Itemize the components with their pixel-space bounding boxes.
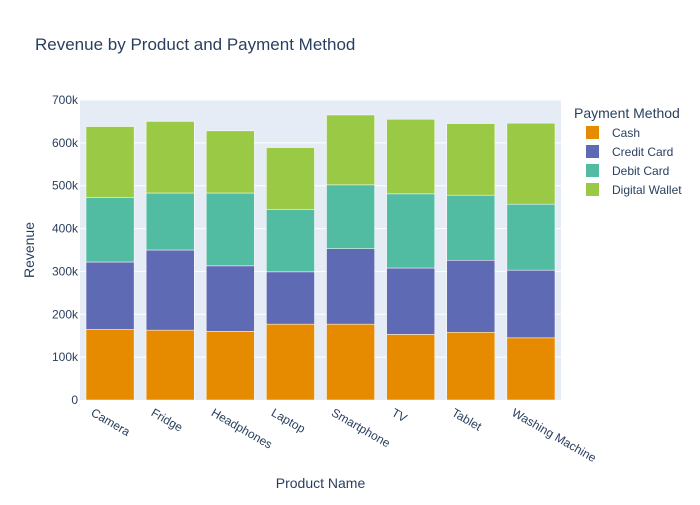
chart-title: Revenue by Product and Payment Method (35, 35, 355, 54)
legend-label: Cash (612, 126, 640, 140)
legend-label: Credit Card (612, 145, 673, 159)
bar-segment (85, 261, 135, 330)
legend-swatch (586, 126, 599, 139)
legend-title: Payment Method (574, 105, 680, 121)
bar-segment (206, 265, 255, 332)
legend-label: Debit Card (612, 164, 669, 178)
x-tick-label: Fridge (149, 405, 186, 434)
bar-segment (266, 209, 315, 273)
legend-label: Digital Wallet (612, 183, 682, 197)
legend: Payment Method Cash Credit Card Debit Card… (574, 105, 682, 197)
x-tick-label: Camera (89, 405, 133, 439)
bar-segment (506, 203, 556, 271)
bar-segment (85, 197, 135, 263)
x-tick-label: Washing Machine (509, 405, 598, 465)
bar-segment (506, 122, 556, 205)
y-axis-title: Revenue (21, 222, 37, 278)
bars (85, 114, 556, 401)
x-axis-title: Product Name (276, 475, 366, 491)
legend-swatch (586, 164, 599, 177)
bar-segment (506, 337, 556, 401)
bar-segment (326, 114, 375, 186)
bar-segment (145, 121, 195, 194)
y-tick-label: 400k (52, 222, 79, 236)
bar-segment (506, 269, 556, 339)
bar-segment (85, 329, 135, 401)
bar-segment (446, 260, 496, 333)
y-tick-label: 500k (52, 179, 79, 193)
bar-segment (266, 271, 315, 325)
bar-segment (145, 329, 195, 401)
x-tick-label: Laptop (269, 405, 308, 436)
y-tick-label: 200k (52, 307, 79, 321)
x-tick-label: Headphones (209, 405, 275, 451)
y-axis-ticks: 0 100k 200k 300k 400k 500k 600k 700k (52, 93, 79, 407)
bar-segment (206, 331, 255, 401)
bar-segment (206, 192, 255, 267)
y-tick-label: 600k (52, 136, 79, 150)
bar-segment (266, 147, 315, 210)
bar-segment (386, 193, 435, 269)
legend-swatch (586, 145, 599, 158)
bar-segment (386, 267, 435, 335)
bar-segment (446, 123, 496, 196)
y-tick-label: 300k (52, 264, 79, 278)
bar-segment (266, 323, 315, 401)
y-tick-label: 700k (52, 93, 79, 107)
y-tick-label: 0 (71, 393, 78, 407)
bar-segment (145, 249, 195, 331)
bar-segment (206, 130, 255, 194)
bar-segment (326, 248, 375, 325)
bar-segment (446, 194, 496, 261)
x-tick-label: Tablet (449, 405, 484, 433)
bar-segment (386, 334, 435, 401)
y-tick-label: 100k (52, 350, 79, 364)
bar-segment (326, 323, 375, 401)
x-tick-label: TV (389, 405, 409, 425)
bar-segment (145, 192, 195, 251)
bar-segment (446, 332, 496, 401)
bar-segment (326, 184, 375, 249)
legend-swatch (586, 183, 599, 196)
x-tick-label: Smartphone (329, 405, 393, 450)
bar-segment (386, 119, 435, 195)
bar-segment (85, 126, 135, 198)
